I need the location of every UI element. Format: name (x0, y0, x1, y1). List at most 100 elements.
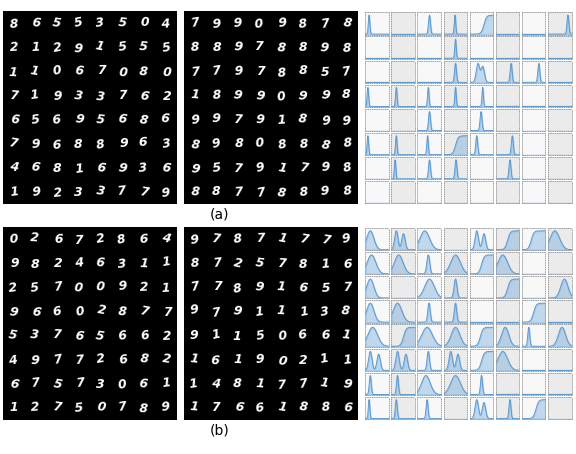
Text: 8: 8 (211, 185, 220, 197)
Text: 8: 8 (300, 186, 309, 199)
Text: 9: 9 (119, 137, 128, 150)
Text: 1: 1 (319, 376, 329, 390)
Text: 9: 9 (341, 232, 352, 246)
Text: 7: 7 (211, 401, 220, 415)
Text: 7: 7 (256, 231, 265, 245)
Text: 8: 8 (139, 352, 149, 365)
Text: 6: 6 (10, 113, 20, 127)
Text: 7: 7 (340, 64, 351, 79)
Text: 2: 2 (161, 352, 171, 366)
Text: 2: 2 (95, 352, 106, 366)
Text: 9: 9 (342, 114, 351, 128)
Text: 8: 8 (343, 136, 353, 150)
Text: 9: 9 (31, 185, 41, 199)
Text: (a): (a) (210, 207, 229, 222)
Text: 1: 1 (9, 185, 20, 199)
Text: 1: 1 (161, 255, 171, 269)
Text: 1: 1 (254, 305, 264, 319)
Text: 8: 8 (138, 113, 149, 128)
Text: 9: 9 (321, 114, 331, 128)
Text: 9: 9 (254, 281, 265, 295)
Text: 1: 1 (188, 377, 199, 391)
Text: 7: 7 (233, 185, 242, 199)
Text: 9: 9 (212, 18, 222, 31)
Text: 1: 1 (210, 328, 221, 342)
Text: 3: 3 (138, 161, 148, 175)
Text: 9: 9 (232, 304, 242, 318)
Text: 3: 3 (30, 328, 40, 341)
Text: 6: 6 (118, 353, 128, 367)
Text: 3: 3 (96, 378, 105, 391)
Text: 5: 5 (320, 65, 329, 79)
Text: 7: 7 (190, 279, 200, 294)
Text: 2: 2 (233, 256, 244, 271)
Text: 8: 8 (138, 65, 148, 79)
Text: 4: 4 (9, 161, 19, 175)
Text: 1: 1 (276, 161, 287, 175)
Text: 4: 4 (211, 377, 221, 391)
Text: 9: 9 (255, 353, 264, 366)
Text: 7: 7 (299, 232, 309, 246)
Text: 1: 1 (276, 304, 286, 318)
Text: 3: 3 (161, 137, 172, 151)
Text: 3: 3 (74, 89, 84, 103)
Text: 9: 9 (190, 113, 200, 127)
Text: 2: 2 (299, 354, 308, 367)
Text: 1: 1 (255, 377, 264, 391)
Text: 9: 9 (234, 64, 244, 78)
Text: 1: 1 (321, 257, 331, 271)
Text: 1: 1 (31, 40, 40, 54)
Text: 5: 5 (7, 328, 18, 342)
Text: 1: 1 (74, 162, 85, 176)
Text: 6: 6 (161, 161, 171, 175)
Text: 6: 6 (297, 328, 308, 342)
Text: 9: 9 (31, 138, 41, 151)
Text: 4: 4 (74, 257, 84, 271)
Text: 5: 5 (31, 113, 41, 127)
Text: 7: 7 (74, 353, 84, 367)
Text: 1: 1 (9, 66, 18, 79)
Text: 9: 9 (74, 113, 85, 127)
Text: 5: 5 (96, 113, 105, 127)
Text: 9: 9 (342, 377, 353, 391)
Text: 0: 0 (162, 66, 171, 79)
Text: 0: 0 (51, 63, 63, 78)
Text: 1: 1 (277, 400, 287, 414)
Text: 8: 8 (343, 16, 353, 30)
Text: 9: 9 (211, 113, 221, 126)
Text: 0: 0 (276, 89, 286, 104)
Text: 0: 0 (118, 66, 127, 79)
Text: 7: 7 (319, 17, 329, 31)
Text: 6: 6 (298, 281, 308, 295)
Text: 7: 7 (190, 15, 200, 30)
Text: 7: 7 (116, 184, 126, 198)
Text: 7: 7 (118, 89, 127, 102)
Text: 8: 8 (74, 138, 82, 151)
Text: 3: 3 (96, 184, 106, 198)
Text: 7: 7 (52, 280, 63, 294)
Text: 1: 1 (343, 353, 353, 367)
Text: 2: 2 (97, 303, 107, 318)
Text: 8: 8 (94, 137, 105, 152)
Text: 5: 5 (51, 16, 62, 30)
Text: 1: 1 (29, 64, 40, 78)
Text: 6: 6 (343, 401, 353, 415)
Text: 6: 6 (74, 329, 84, 344)
Text: 6: 6 (321, 328, 331, 341)
Text: 3: 3 (320, 305, 330, 320)
Text: 8: 8 (276, 137, 287, 152)
Text: 8: 8 (276, 40, 286, 54)
Text: 7: 7 (233, 162, 242, 175)
Text: 1: 1 (319, 352, 329, 366)
Text: (b): (b) (210, 423, 229, 437)
Text: 9: 9 (232, 88, 243, 103)
Text: 9: 9 (117, 161, 128, 176)
Text: 8: 8 (297, 17, 307, 31)
Text: 5: 5 (74, 401, 84, 415)
Text: 7: 7 (277, 257, 286, 271)
Text: 8: 8 (10, 18, 19, 31)
Text: 7: 7 (212, 257, 222, 270)
Text: 5: 5 (321, 281, 331, 295)
Text: 5: 5 (52, 377, 63, 392)
Text: 3: 3 (96, 90, 105, 104)
